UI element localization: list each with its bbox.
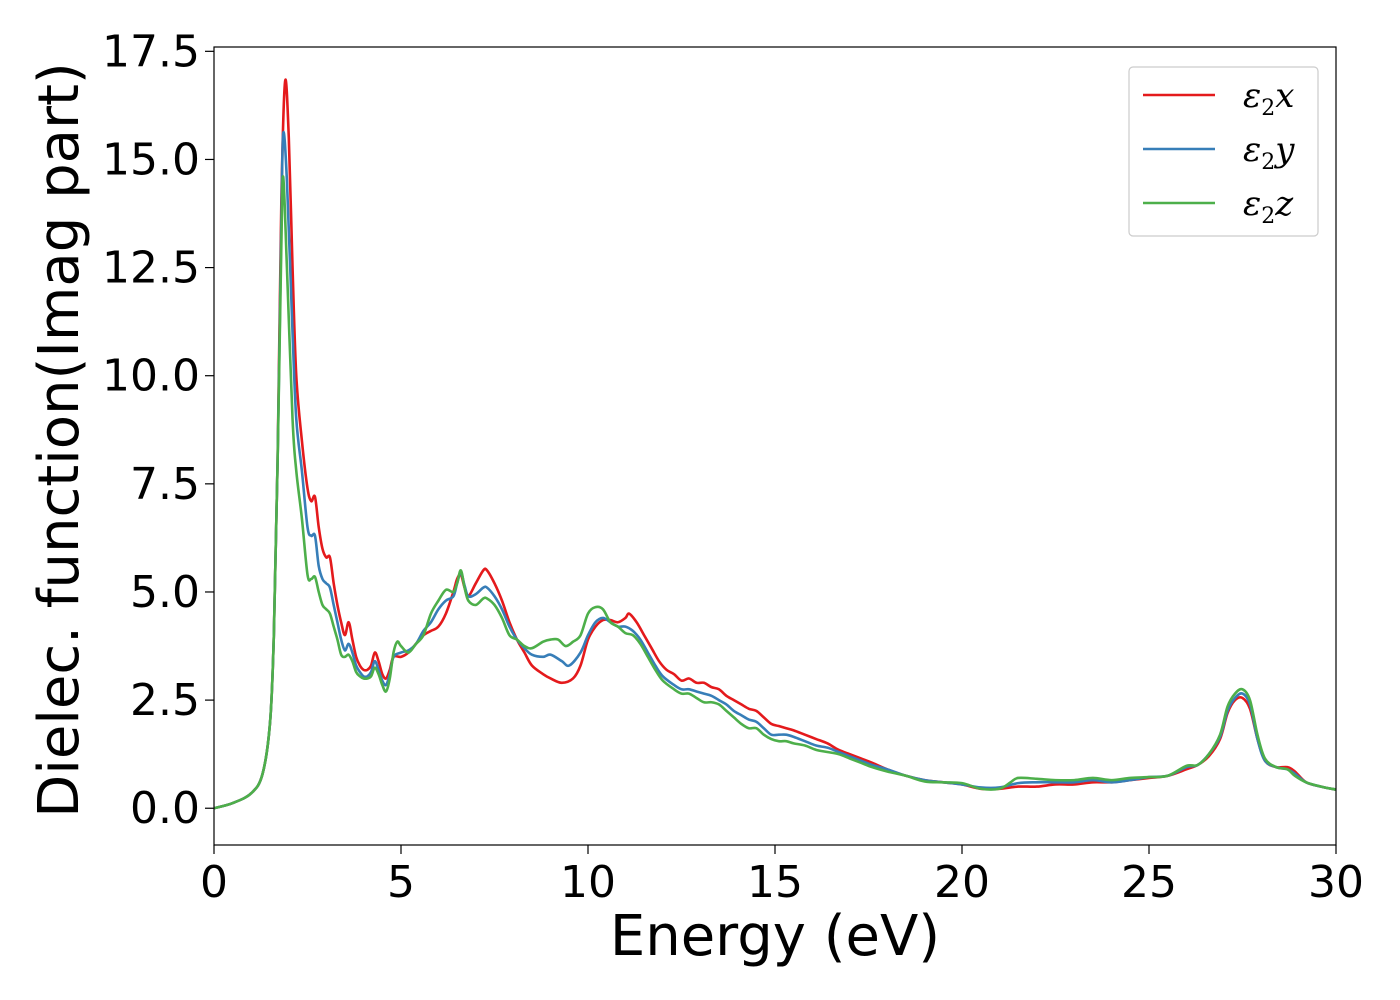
- y-tick-label: 15.0: [102, 134, 200, 185]
- y-tick-label: 0.0: [130, 783, 200, 834]
- x-tick-label: 20: [934, 857, 990, 908]
- legend-label-y: ε2y: [1243, 130, 1295, 175]
- y-tick-label: 12.5: [102, 243, 200, 294]
- series-layer: [214, 78, 1336, 810]
- x-tick-label: 15: [747, 857, 803, 908]
- y-tick-label: 2.5: [130, 675, 200, 726]
- y-axis: 0.0 2.5 5.0 7.5 10.0 12.5 15.0 17.5: [102, 26, 214, 834]
- x-tick-label: 5: [387, 857, 415, 908]
- y-tick-label: 7.5: [130, 459, 200, 510]
- series-line-x: [214, 78, 1336, 810]
- x-tick-label: 30: [1308, 857, 1364, 908]
- legend: ε2x ε2y ε2z: [1128, 66, 1319, 237]
- x-axis-title: Energy (eV): [610, 904, 940, 969]
- series-line-z: [214, 175, 1336, 810]
- legend-label-z: ε2z: [1243, 184, 1294, 229]
- x-tick-label: 25: [1121, 857, 1177, 908]
- y-tick-label: 5.0: [130, 567, 200, 618]
- x-tick-label: 0: [200, 857, 228, 908]
- legend-box: [1128, 66, 1319, 237]
- y-axis-title: Dielec. function(Imag part): [27, 62, 92, 818]
- x-axis: 0 5 10 15 20 25 30: [200, 845, 1364, 908]
- y-tick-label: 17.5: [102, 26, 200, 77]
- series-line-y: [214, 130, 1336, 810]
- legend-label-x: ε2x: [1243, 76, 1294, 121]
- x-tick-label: 10: [560, 857, 616, 908]
- y-tick-label: 10.0: [102, 351, 200, 402]
